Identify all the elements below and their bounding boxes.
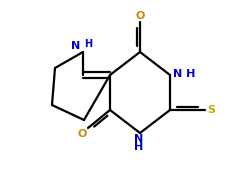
Text: H: H [84, 39, 92, 49]
Text: O: O [135, 11, 145, 21]
Text: N H: N H [173, 69, 195, 79]
Text: H: H [134, 142, 144, 152]
Text: N: N [134, 134, 144, 144]
Text: N: N [71, 41, 80, 51]
Text: O: O [78, 129, 87, 139]
Text: S: S [207, 105, 215, 115]
